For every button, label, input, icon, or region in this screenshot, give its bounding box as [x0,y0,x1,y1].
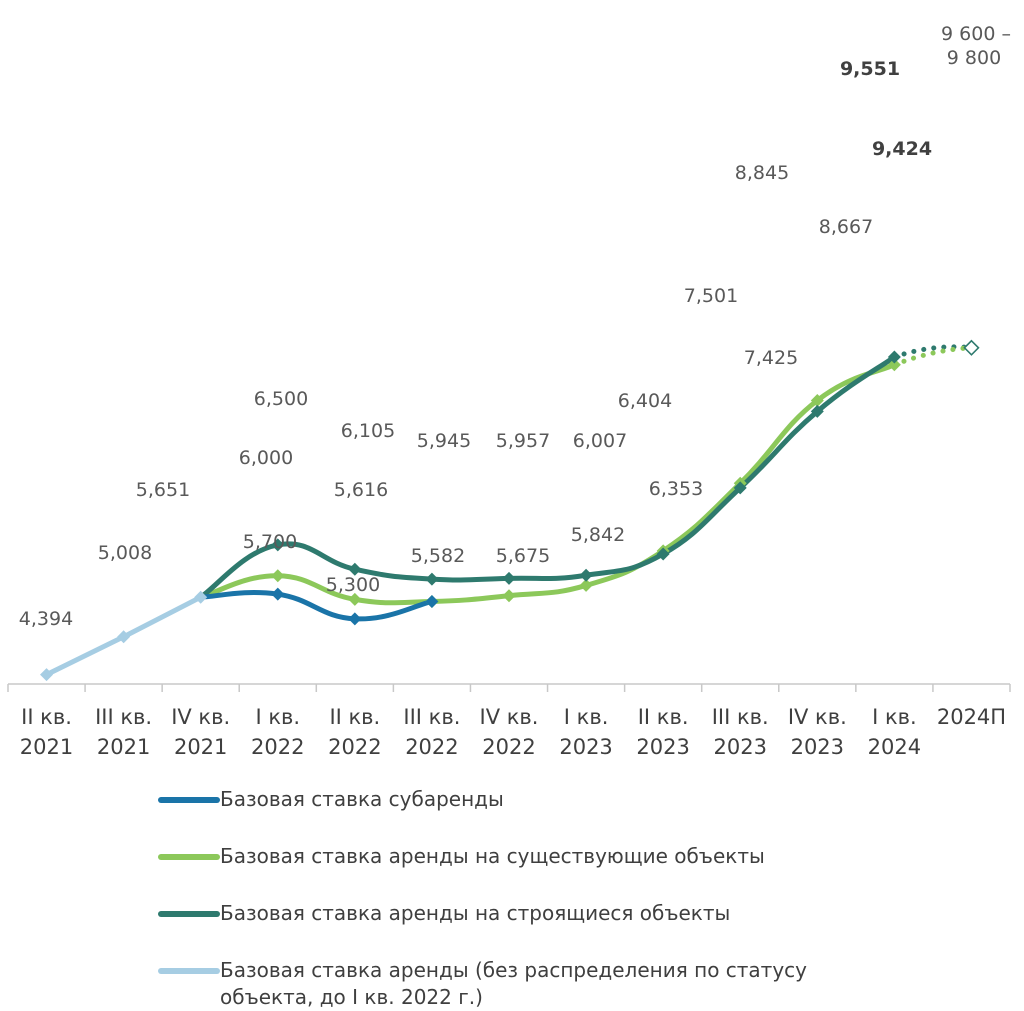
legend-label-sublease: Базовая ставка субаренды [220,787,504,811]
legend-label-under-construction: Базовая ставка аренды на строящиеся объе… [220,901,731,925]
legend-swatch-existing [158,854,220,860]
data-marker-under-construction [579,568,593,582]
data-marker-existing [271,569,285,583]
data-marker-sublease [271,587,285,601]
data-label-under-construction: 7,425 [744,347,798,369]
series-line-existing [198,362,897,606]
data-label-under-construction: 5,945 [417,430,471,452]
data-label-under-construction: 6,007 [573,430,627,452]
data-label-existing: 6,000 [239,447,293,469]
data-label-sublease: 5,300 [326,574,380,596]
x-axis [7,683,1011,692]
data-label-existing: 5,616 [334,479,388,501]
data-marker-sublease [348,612,362,626]
x-tick-label: 2024П [937,705,1006,729]
data-label-undistributed: 4,394 [19,608,73,630]
data-label-sublease: 5,700 [243,531,297,553]
line-chart: 4,394 5,008 5,651 6,500 6,000 5,700 6,105 5,616… [7,23,1011,759]
forecast-label-line2: 9 800 [947,47,1001,69]
x-tick-label: IV кв. 2023 [788,705,847,759]
data-label-under-construction: 6,500 [254,388,308,410]
x-tick-label: II кв. 2023 [636,705,689,759]
x-tick-labels: II кв. 2021 III кв. 2021 IV кв. 2021 I кв. 2022… [20,705,1006,759]
data-marker-under-construction [810,404,824,418]
data-marker-sublease [425,594,439,608]
legend-swatch-undistributed [158,968,220,974]
legend-swatch-sublease [158,797,220,803]
x-tick-label: III кв. 2022 [403,705,460,759]
legend-label-existing: Базовая ставка аренды на существующие об… [220,844,765,868]
data-marker-under-construction [425,572,439,586]
x-tick-label: II кв. 2022 [328,705,381,759]
legend-item-under-construction: Базовая ставка аренды на строящиеся объе… [158,900,1018,927]
data-label-existing: 5,582 [411,545,465,567]
data-label-existing: 8,845 [735,162,789,184]
data-label-undistributed: 5,008 [98,542,152,564]
legend-item-existing: Базовая ставка аренды на существующие об… [158,843,1018,870]
x-tick-label: III кв. 2021 [95,705,152,759]
data-marker-undistributed [40,668,54,682]
legend-label-undistributed: Базовая ставка аренды (без распределения… [220,958,808,1009]
legend: Базовая ставка субаренды Базовая ставка … [158,786,1018,1011]
data-label-under-construction: 6,353 [649,478,703,500]
legend-item-undistributed: Базовая ставка аренды (без распределения… [158,957,1018,1011]
x-tick-label: IV кв. 2021 [171,705,230,759]
x-tick-label: I кв. 2022 [251,705,304,759]
data-label-under-construction: 9,551 [840,58,900,80]
data-label-existing: 5,675 [496,545,550,567]
data-marker-undistributed [117,630,131,644]
data-marker-under-construction [502,571,516,585]
data-marker-existing [348,592,362,606]
data-marker-undistributed [194,590,208,604]
data-labels: 4,394 5,008 5,651 6,500 6,000 5,700 6,105 5,616… [19,23,1011,630]
data-marker-under-construction [656,547,670,561]
data-label-under-construction: 5,957 [496,430,550,452]
data-label-under-construction: 8,667 [819,216,873,238]
data-label-existing: 7,501 [684,285,738,307]
legend-item-sublease: Базовая ставка субаренды [158,786,1018,813]
data-markers [40,339,980,682]
x-tick-label: I кв. 2023 [559,705,612,759]
data-marker-existing [887,358,901,372]
forecast-label-line1: 9 600 – [941,23,1011,45]
legend-swatch-under-construction [158,911,220,917]
data-marker-under-construction [348,562,362,576]
series-line-sublease [198,590,435,622]
x-tick-label: II кв. 2021 [20,705,73,759]
data-marker-existing [810,393,824,407]
data-label-existing: 9,424 [872,138,932,160]
data-marker-under-construction [887,350,901,364]
series-line-under-construction [198,354,897,600]
data-marker-under-construction [733,481,747,495]
data-label-undistributed: 5,651 [136,479,190,501]
data-label-existing: 6,404 [618,390,672,412]
data-label-existing: 5,842 [571,524,625,546]
data-marker-under-construction [271,538,285,552]
x-tick-label: I кв. 2024 [868,705,921,759]
data-marker-existing [502,589,516,603]
series-lines [44,344,974,678]
x-tick-label: IV кв. 2022 [480,705,539,759]
data-label-under-construction: 6,105 [341,420,395,442]
x-tick-label: III кв. 2023 [712,705,769,759]
data-marker-existing [579,578,593,592]
forecast-marker [963,339,980,356]
